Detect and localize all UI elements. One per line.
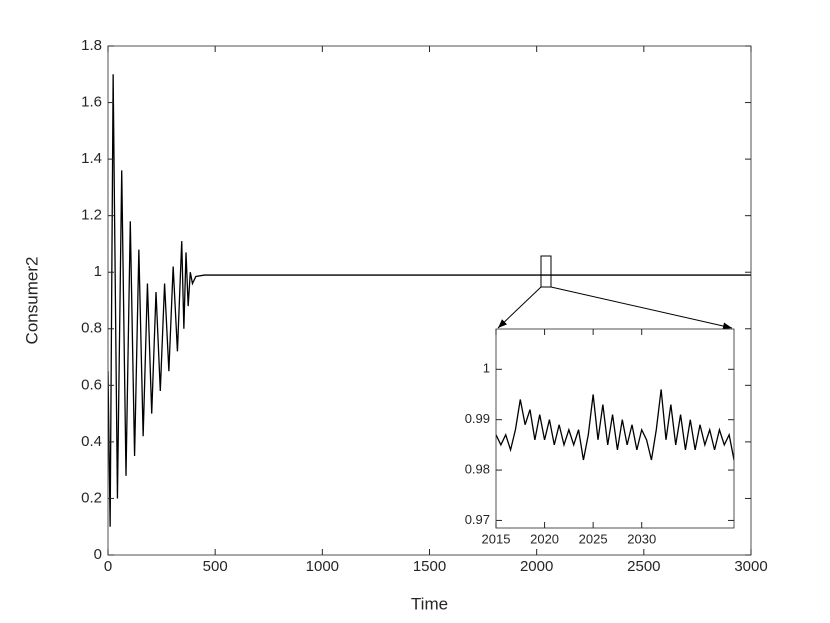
- data-line: [496, 389, 734, 461]
- x-tick-label: 2500: [627, 558, 660, 575]
- zoom-box: [540, 255, 552, 288]
- axes-box: [495, 328, 735, 529]
- zoom-arrow: [550, 286, 733, 330]
- inset-chart: 2015 2020 2025 2030 0.97 0.98 0.99 1: [465, 328, 735, 546]
- y-tick-label: 0.97: [465, 512, 490, 527]
- y-tick-label: 0.8: [81, 320, 102, 337]
- x-tick-label: 2000: [520, 558, 553, 575]
- x-tick-label: 1000: [306, 558, 339, 575]
- y-axis-label: Consumer2: [22, 257, 41, 345]
- y-tick-label: 0.6: [81, 376, 102, 393]
- y-tick-label: 0.4: [81, 433, 102, 450]
- x-tick-label: 500: [203, 558, 228, 575]
- y-tick-label: 0: [94, 546, 102, 563]
- y-tick-label: 0.2: [81, 489, 102, 506]
- zoom-arrow: [497, 286, 542, 329]
- y-tick-label: 1: [483, 361, 490, 376]
- x-tick-label: 2025: [579, 531, 608, 546]
- x-tick-label: 0: [104, 558, 112, 575]
- x-tick-label: 2030: [627, 531, 656, 546]
- y-tick-label: 1.2: [81, 207, 102, 224]
- y-tick-label: 1.8: [81, 37, 102, 54]
- y-tick-label: 0.98: [465, 462, 490, 477]
- x-axis-label: Time: [411, 594, 448, 613]
- x-tick-label: 1500: [413, 558, 446, 575]
- y-tick-label: 0.99: [465, 411, 490, 426]
- y-tick-label: 1.6: [81, 94, 102, 111]
- zoom-indicator: [497, 255, 733, 330]
- y-tick-label: 1: [94, 263, 102, 280]
- data-line: [108, 74, 751, 527]
- x-tick-label: 3000: [734, 558, 767, 575]
- x-tick-label: 2015: [482, 531, 511, 546]
- x-tick-label: 2020: [530, 531, 559, 546]
- y-tick-label: 1.4: [81, 150, 102, 167]
